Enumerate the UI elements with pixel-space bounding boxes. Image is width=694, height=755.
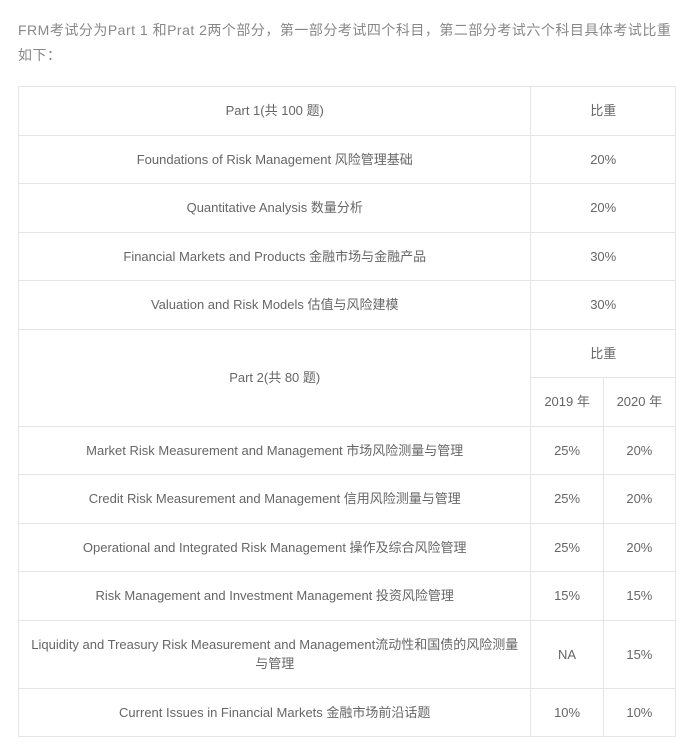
subject-cell: Quantitative Analysis 数量分析 bbox=[19, 184, 531, 233]
subject-cell: Valuation and Risk Models 估值与风险建模 bbox=[19, 281, 531, 330]
weight-cell: 20% bbox=[531, 135, 676, 184]
weight-cell: 20% bbox=[603, 426, 675, 475]
table-row: Market Risk Measurement and Management 市… bbox=[19, 426, 676, 475]
weight-cell: NA bbox=[531, 620, 603, 688]
subject-cell: Financial Markets and Products 金融市场与金融产品 bbox=[19, 232, 531, 281]
weight-cell: 20% bbox=[603, 523, 675, 572]
weight-cell: 30% bbox=[531, 232, 676, 281]
table-row: Quantitative Analysis 数量分析 20% bbox=[19, 184, 676, 233]
weight-cell: 10% bbox=[531, 688, 603, 737]
weight-cell: 25% bbox=[531, 523, 603, 572]
part2-header-weight: 比重 bbox=[531, 329, 676, 378]
part1-header-subject: Part 1(共 100 题) bbox=[19, 87, 531, 136]
weight-cell: 25% bbox=[531, 475, 603, 524]
part2-header-row: Part 2(共 80 题) 比重 bbox=[19, 329, 676, 378]
weight-cell: 30% bbox=[531, 281, 676, 330]
subject-cell: Current Issues in Financial Markets 金融市场… bbox=[19, 688, 531, 737]
subject-cell: Foundations of Risk Management 风险管理基础 bbox=[19, 135, 531, 184]
table-row: Credit Risk Measurement and Management 信… bbox=[19, 475, 676, 524]
table-row: Financial Markets and Products 金融市场与金融产品… bbox=[19, 232, 676, 281]
weight-cell: 15% bbox=[531, 572, 603, 621]
subject-cell: Credit Risk Measurement and Management 信… bbox=[19, 475, 531, 524]
subject-cell: Risk Management and Investment Managemen… bbox=[19, 572, 531, 621]
weight-cell: 15% bbox=[603, 572, 675, 621]
table-row: Foundations of Risk Management 风险管理基础 20… bbox=[19, 135, 676, 184]
part1-header-weight: 比重 bbox=[531, 87, 676, 136]
intro-paragraph: FRM考试分为Part 1 和Prat 2两个部分，第一部分考试四个科目，第二部… bbox=[18, 18, 676, 68]
year1-cell: 2019 年 bbox=[531, 378, 603, 427]
frm-exam-table: Part 1(共 100 题) 比重 Foundations of Risk M… bbox=[18, 86, 676, 737]
table-row: Operational and Integrated Risk Manageme… bbox=[19, 523, 676, 572]
weight-cell: 20% bbox=[531, 184, 676, 233]
subject-cell: Market Risk Measurement and Management 市… bbox=[19, 426, 531, 475]
table-row: Valuation and Risk Models 估值与风险建模 30% bbox=[19, 281, 676, 330]
weight-cell: 25% bbox=[531, 426, 603, 475]
table-row: Current Issues in Financial Markets 金融市场… bbox=[19, 688, 676, 737]
table-row: Liquidity and Treasury Risk Measurement … bbox=[19, 620, 676, 688]
weight-cell: 20% bbox=[603, 475, 675, 524]
part2-header-subject: Part 2(共 80 题) bbox=[19, 329, 531, 426]
table-row: Risk Management and Investment Managemen… bbox=[19, 572, 676, 621]
weight-cell: 15% bbox=[603, 620, 675, 688]
year2-cell: 2020 年 bbox=[603, 378, 675, 427]
part1-header-row: Part 1(共 100 题) 比重 bbox=[19, 87, 676, 136]
weight-cell: 10% bbox=[603, 688, 675, 737]
subject-cell: Liquidity and Treasury Risk Measurement … bbox=[19, 620, 531, 688]
subject-cell: Operational and Integrated Risk Manageme… bbox=[19, 523, 531, 572]
